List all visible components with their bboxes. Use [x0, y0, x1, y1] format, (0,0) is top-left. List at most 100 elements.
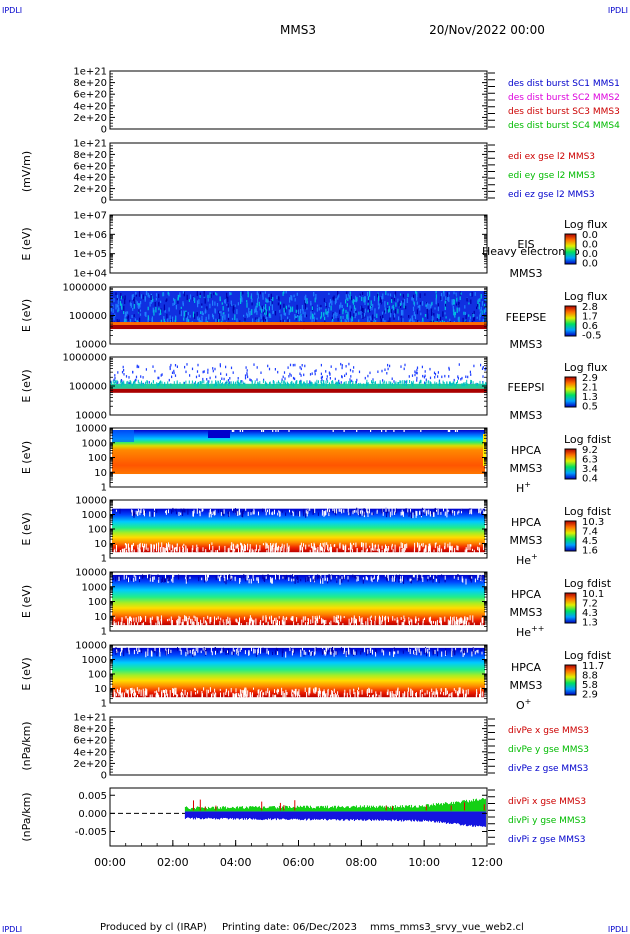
y-axis-label: E (eV) — [20, 227, 33, 260]
y-tick-label: 1e+21 — [73, 139, 107, 150]
colorbar-tick-label: 0.0 — [582, 240, 598, 251]
species-label: O+ — [516, 697, 531, 712]
legend-entry: des dist burst SC1 MMS1 — [508, 79, 620, 89]
spacecraft-label: MMS3 — [510, 606, 543, 619]
y-tick-label: 1e+07 — [73, 211, 107, 222]
y-tick-label: 10 — [94, 468, 107, 479]
y-tick-label: 1000 — [82, 438, 107, 449]
colorbar-tick-label: 2.1 — [582, 383, 598, 394]
y-tick-label: 6e+20 — [73, 161, 107, 172]
panel-frame — [109, 142, 488, 201]
y-tick-label: 1 — [101, 627, 107, 638]
species-label: He++ — [516, 624, 544, 639]
legend-entry: des dist burst SC3 MMS3 — [508, 107, 620, 117]
panel-hpca_h: 10000 1000 100 10 1 E (eV) HPCA MMS3 H+ Log fdist… — [20, 424, 612, 496]
spacecraft-title: MMS3 — [280, 23, 316, 37]
colorbar — [564, 233, 577, 265]
colorbar — [564, 520, 577, 552]
legend-entry: divPe z gse MMS3 — [508, 764, 588, 774]
legend-entry: edi ez gse l2 MMS3 — [508, 190, 595, 200]
y-tick-label: 4e+20 — [73, 173, 107, 184]
y-tick-label: 10000 — [75, 411, 107, 422]
x-axis: 00:00 02:00 04:00 06:00 08:00 10:00 12:00 — [94, 840, 503, 869]
series-y-trace — [184, 798, 486, 812]
series-z-trace — [184, 811, 486, 827]
y-axis-label: E (eV) — [20, 585, 33, 618]
y-tick-label: 10 — [94, 684, 107, 695]
colorbar-title: Log fdist — [564, 433, 612, 446]
colorbar — [564, 592, 577, 624]
panel-frame — [109, 214, 488, 274]
colorbar-title: Log flux — [564, 218, 608, 231]
spectrogram-band — [110, 383, 487, 389]
panel-frame — [109, 70, 488, 130]
colorbar-tick-label: 0.5 — [582, 402, 598, 413]
legend-entry: divPe x gse MMS3 — [508, 726, 589, 736]
spacecraft-label: MMS3 — [510, 679, 543, 692]
colorbar-tick-label: 1.7 — [582, 312, 598, 323]
instrument-label: HPCA — [511, 661, 542, 674]
x-tick-label: 00:00 — [94, 856, 126, 869]
colorbar-tick-label: 0.0 — [582, 259, 598, 270]
footer-printing-date: Printing date: 06/Dec/2023 — [222, 922, 357, 933]
date-title: 20/Nov/2022 00:00 — [429, 23, 545, 37]
footer-filename: mms_mms3_srvy_vue_web2.cl — [370, 922, 524, 933]
colorbar-tick-label: 9.2 — [582, 445, 598, 456]
y-tick-label: 0.000 — [78, 809, 107, 820]
x-tick-label: 02:00 — [157, 856, 189, 869]
y-tick-label: 100 — [88, 525, 107, 536]
y-tick-label: 100 — [88, 670, 107, 681]
y-tick-label: 10000 — [75, 424, 107, 435]
x-tick-label: 12:00 — [471, 856, 503, 869]
y-tick-label: 100 — [88, 453, 107, 464]
y-tick-label: 1e+21 — [73, 67, 107, 78]
spectrogram-band — [112, 430, 485, 475]
colorbar-title: Log flux — [564, 361, 608, 374]
y-tick-label: 1000 — [82, 510, 107, 521]
y-tick-label: 1000 — [82, 655, 107, 666]
colorbar-title: Log flux — [564, 290, 608, 303]
spacecraft-label: MMS3 — [510, 338, 543, 351]
y-tick-label: 1e+04 — [73, 269, 107, 280]
y-tick-label: -0.005 — [75, 827, 107, 838]
colorbar-tick-label: 4.3 — [582, 608, 598, 619]
corner-label-top-left: IPDLI — [2, 6, 22, 15]
y-axis-label: (nPa/km) — [20, 792, 33, 841]
y-axis-label: (nPa/km) — [20, 721, 33, 770]
colorbar-tick-label: 6.3 — [582, 455, 598, 466]
legend-entry: des dist burst SC2 MMS2 — [508, 93, 620, 103]
spectrogram-band — [112, 647, 485, 698]
legend-entry: divPi y gse MMS3 — [508, 816, 586, 826]
y-tick-label: 8e+20 — [73, 724, 107, 735]
overlay-text: Heavy electron to — [482, 245, 580, 258]
y-tick-label: 1 — [101, 483, 107, 494]
colorbar-tick-label: 7.2 — [582, 599, 598, 610]
spacecraft-label: MMS3 — [510, 534, 543, 547]
y-tick-label: 10000 — [75, 496, 107, 507]
x-tick-label: 10:00 — [408, 856, 440, 869]
colorbar — [564, 376, 577, 408]
species-label: H+ — [516, 480, 531, 495]
colorbar-tick-label: 8.8 — [582, 671, 598, 682]
y-tick-label: 1000000 — [62, 353, 107, 364]
colorbar-tick-label: 0.0 — [582, 249, 598, 260]
instrument-label: HPCA — [511, 516, 542, 529]
colorbar-tick-label: 3.4 — [582, 464, 598, 475]
y-axis-label: E (eV) — [20, 441, 33, 474]
legend-entry: divPe y gse MMS3 — [508, 745, 589, 755]
colorbar — [564, 305, 577, 337]
colorbar-tick-label: 1.6 — [582, 546, 598, 557]
spectrogram-band — [112, 574, 485, 626]
panel-feeps_e: 1000000 100000 10000 E (eV) FEEPSE MMS3 Log fl… — [20, 283, 608, 352]
y-tick-label: 0.005 — [78, 791, 107, 802]
colorbar-tick-label: 7.4 — [582, 527, 598, 538]
corner-label-top-right: IPDLI — [608, 6, 628, 15]
instrument-label: FEEPSI — [507, 381, 544, 394]
y-tick-label: 4e+20 — [73, 747, 107, 758]
y-axis-label: E (eV) — [20, 657, 33, 690]
colorbar-tick-label: 0.6 — [582, 321, 598, 332]
y-axis-label: E (eV) — [20, 369, 33, 402]
